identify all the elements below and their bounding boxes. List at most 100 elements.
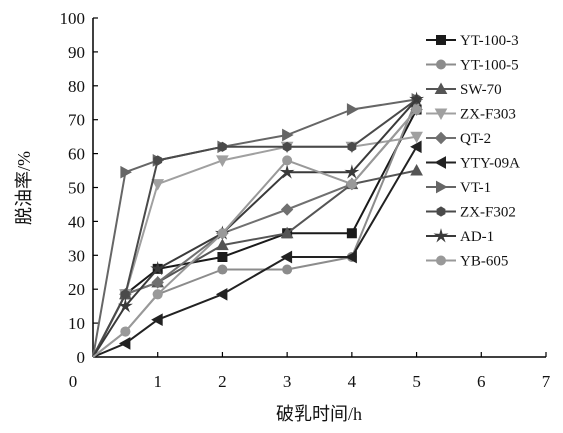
data-point-triangle-right	[120, 165, 132, 179]
x-tick-label: 4	[348, 372, 357, 391]
y-axis-label: 脱油率/%	[14, 151, 34, 225]
series-layer	[92, 91, 425, 358]
data-point-triangle-left	[434, 156, 446, 169]
legend-item: VT-1	[426, 180, 491, 196]
x-tick-label: 1	[153, 372, 162, 391]
data-point-circle	[436, 255, 446, 266]
x-axis-label: 破乳时间/h	[276, 404, 362, 424]
legend-item: QT-2	[426, 131, 491, 147]
data-point-triangle-down	[434, 108, 448, 121]
data-point-triangle-up	[280, 226, 294, 239]
y-tick-label: 30	[68, 246, 85, 265]
legend-label: QT-2	[460, 131, 491, 147]
legend-label: YTY-09A	[460, 156, 520, 172]
legend-label: SW-70	[460, 82, 502, 98]
data-point-star	[279, 164, 295, 179]
y-tick-label: 20	[68, 280, 85, 299]
data-point-triangle-down	[151, 179, 165, 191]
data-point-circle	[217, 264, 228, 275]
y-tick-label: 10	[68, 314, 85, 333]
data-point-diamond	[151, 276, 164, 289]
data-point-triangle-up	[410, 163, 423, 176]
x-tick-label: 6	[477, 372, 486, 391]
legend-label: VT-1	[460, 180, 491, 196]
series-line	[92, 135, 417, 358]
series-qt-2	[92, 103, 423, 358]
data-point-triangle-left	[410, 140, 422, 154]
legend-label: YT-100-3	[460, 33, 519, 49]
x-ticks: 0 1 2 3 4 5 6 7	[69, 352, 551, 391]
y-tick-label: 40	[68, 212, 85, 231]
legend-item: SW-70	[426, 82, 502, 98]
y-tick-label: 60	[68, 145, 85, 164]
legend-item: YB-605	[426, 254, 508, 270]
series-line	[92, 169, 417, 358]
legend-box	[425, 28, 547, 280]
data-point-circle	[282, 264, 293, 275]
data-point-triangle-up	[216, 238, 229, 251]
data-point-square	[436, 35, 446, 45]
legend-label: YT-100-5	[460, 58, 519, 74]
x-tick-label: 3	[283, 372, 292, 391]
y-tick-label: 100	[60, 9, 86, 28]
y-tick-label: 70	[68, 111, 85, 130]
y-tick-label: 0	[77, 348, 86, 367]
data-point-circle	[436, 59, 446, 70]
data-point-star	[409, 91, 425, 106]
data-point-hexagon	[153, 155, 163, 166]
y-ticks: 0 10 20 30 40 50 60 70 80 90 100	[60, 9, 98, 367]
x-tick-label: 2	[218, 372, 227, 391]
legend-label: AD-1	[460, 229, 494, 245]
data-point-diamond	[280, 203, 294, 216]
data-point-triangle-down	[410, 131, 423, 144]
series-zx-f302	[92, 94, 421, 358]
data-point-star	[150, 261, 166, 276]
data-point-circle	[217, 228, 228, 239]
y-tick-label: 50	[68, 179, 85, 198]
legend: YT-100-3 YT-100-5 SW-70 ZX-F303 QT-2 YTY-09A V…	[426, 33, 520, 270]
data-point-circle	[346, 179, 357, 190]
data-point-diamond	[434, 131, 448, 145]
y-tick-label: 80	[68, 77, 85, 96]
data-point-triangle-right	[436, 180, 448, 194]
legend-item: YTY-09A	[426, 156, 520, 172]
x-tick-label: 7	[542, 372, 551, 391]
data-point-triangle-left	[345, 250, 357, 264]
data-point-triangle-right	[282, 128, 294, 142]
data-point-hexagon	[436, 206, 446, 217]
data-point-triangle-left	[118, 337, 131, 350]
data-point-circle	[282, 155, 293, 166]
x-tick-label: 0	[69, 372, 78, 391]
data-point-triangle-down	[216, 155, 229, 167]
x-tick-label: 5	[412, 372, 421, 391]
data-point-triangle-left	[215, 287, 228, 301]
data-point-hexagon	[121, 289, 130, 300]
data-point-star	[117, 298, 133, 313]
data-point-triangle-right	[346, 103, 359, 116]
series-yb-605	[92, 104, 422, 358]
legend-item: YT-100-5	[426, 58, 519, 74]
data-point-circle	[152, 289, 163, 300]
legend-item: YT-100-3	[426, 33, 519, 49]
series-yty-09a	[92, 140, 422, 358]
data-point-square	[346, 228, 357, 239]
data-point-square	[217, 251, 228, 262]
y-tick-label: 90	[68, 43, 85, 62]
data-point-hexagon	[218, 141, 227, 152]
data-point-circle	[120, 326, 131, 337]
legend-item: ZX-F302	[426, 205, 516, 221]
data-point-triangle-up	[434, 82, 448, 94]
legend-item: ZX-F303	[426, 107, 516, 123]
data-point-triangle-left	[151, 313, 163, 327]
data-point-hexagon	[347, 141, 357, 152]
legend-label: ZX-F302	[460, 205, 516, 221]
data-point-hexagon	[282, 141, 292, 152]
data-point-star	[344, 164, 360, 179]
data-point-circle	[411, 104, 422, 115]
legend-item: AD-1	[426, 228, 494, 245]
data-point-triangle-left	[280, 250, 293, 264]
legend-label: ZX-F303	[460, 107, 516, 123]
series-line	[92, 146, 418, 358]
legend-label: YB-605	[460, 254, 508, 270]
